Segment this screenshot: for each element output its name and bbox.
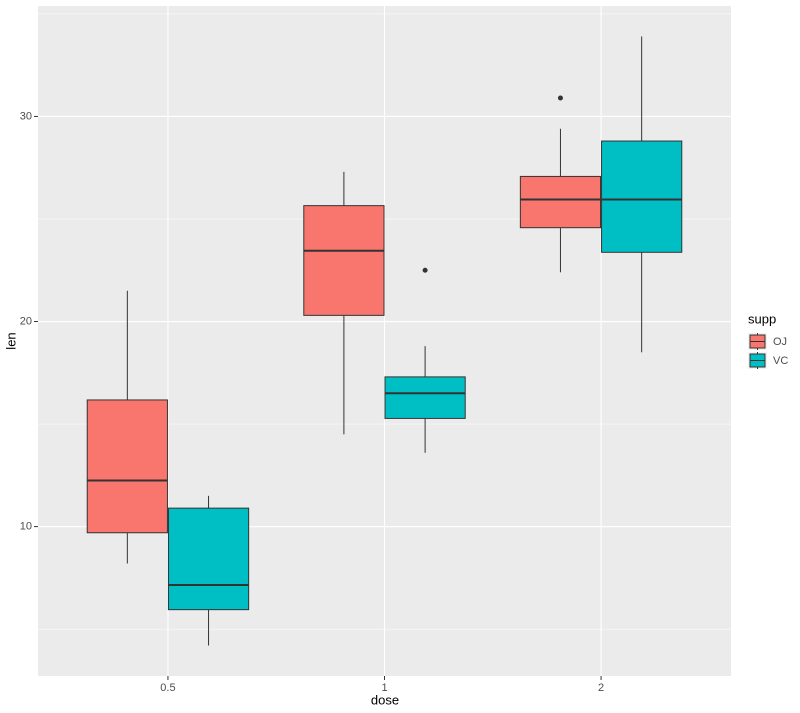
legend-title: supp <box>748 311 776 326</box>
x-tick-label: 0.5 <box>160 682 175 694</box>
y-tick-label: 30 <box>20 110 32 122</box>
x-axis-title: dose <box>371 692 399 707</box>
box <box>519 175 602 229</box>
y-tick-label: 20 <box>20 315 32 327</box>
box <box>167 507 250 611</box>
legend-label: VC <box>773 355 788 367</box>
y-axis-title: len <box>3 332 18 349</box>
box <box>601 140 683 253</box>
legend-label: OJ <box>773 336 787 348</box>
outlier <box>422 267 428 273</box>
box <box>86 399 168 534</box>
x-tick-label: 2 <box>598 682 604 694</box>
box <box>303 205 385 316</box>
y-tick-label: 10 <box>20 521 32 533</box>
outlier <box>557 95 563 101</box>
marks <box>86 36 683 646</box>
x-tick-label: 1 <box>381 682 387 694</box>
box <box>384 376 466 419</box>
